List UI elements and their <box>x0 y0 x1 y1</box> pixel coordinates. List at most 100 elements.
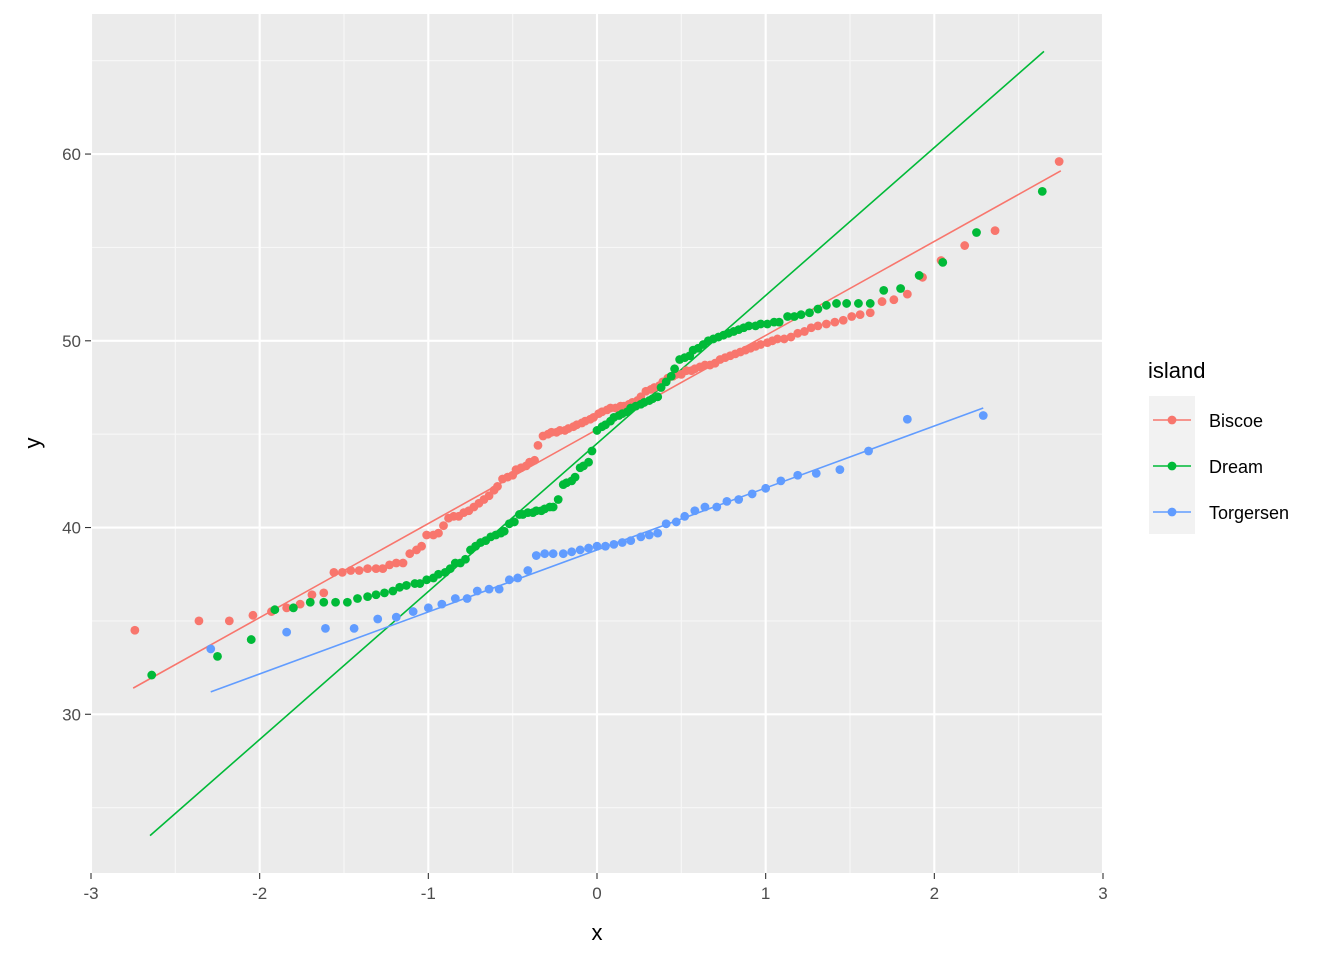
point-biscoe <box>960 241 970 250</box>
point-dream <box>842 299 852 308</box>
point-dream <box>548 502 558 512</box>
point-torgersen <box>584 543 593 553</box>
point-dream <box>879 285 889 295</box>
legend-label-torgersen: Torgersen <box>1209 503 1289 523</box>
point-biscoe <box>329 567 339 577</box>
x-tick-label: -1 <box>421 884 436 903</box>
x-tick-label: -3 <box>83 884 98 903</box>
point-torgersen <box>484 584 494 594</box>
point-torgersen <box>690 506 700 516</box>
point-dream <box>499 526 509 536</box>
point-dream <box>388 586 398 596</box>
point-dream <box>402 581 411 590</box>
point-dream <box>319 597 329 607</box>
x-tick-label: 1 <box>761 884 770 903</box>
x-axis-ticks: -3 -2 -1 0 1 2 3 <box>83 873 1108 903</box>
point-torgersen <box>206 644 216 654</box>
point-torgersen <box>423 603 433 613</box>
point-torgersen <box>626 536 636 546</box>
point-torgersen <box>558 549 568 559</box>
point-dream <box>656 383 666 392</box>
point-torgersen <box>747 489 757 499</box>
point-dream <box>796 310 806 320</box>
point-biscoe <box>865 308 875 318</box>
point-dream <box>395 582 405 592</box>
point-torgersen <box>835 465 845 475</box>
point-biscoe <box>354 566 364 575</box>
point-torgersen <box>601 541 610 551</box>
point-torgersen <box>494 584 504 594</box>
point-torgersen <box>761 483 771 493</box>
point-biscoe <box>1054 157 1064 166</box>
point-biscoe <box>363 564 373 574</box>
point-biscoe <box>130 625 140 635</box>
legend-title: island <box>1148 358 1205 383</box>
y-axis-ticks: 30 40 50 60 <box>62 145 91 724</box>
point-torgersen <box>978 411 988 420</box>
point-torgersen <box>540 549 550 559</box>
point-biscoe <box>371 564 381 574</box>
point-dream <box>813 304 823 314</box>
point-biscoe <box>838 315 848 325</box>
point-dream <box>415 579 425 588</box>
point-biscoe <box>422 530 432 540</box>
point-dream <box>353 594 362 603</box>
point-dream <box>744 321 754 331</box>
y-tick-label: 50 <box>62 332 81 351</box>
point-dream <box>1037 187 1047 196</box>
point-dream <box>331 597 340 607</box>
point-biscoe <box>493 482 502 491</box>
point-biscoe <box>756 340 766 349</box>
point-dream <box>653 392 663 402</box>
point-torgersen <box>437 599 447 609</box>
point-dream <box>666 371 676 381</box>
point-torgersen <box>391 612 401 622</box>
point-biscoe <box>434 528 443 538</box>
point-torgersen <box>644 530 654 540</box>
point-biscoe <box>990 226 1000 236</box>
point-dream <box>553 495 563 504</box>
point-dream <box>246 635 256 644</box>
legend-label-biscoe: Biscoe <box>1209 411 1263 431</box>
point-torgersen <box>321 623 330 633</box>
point-dream <box>789 312 799 321</box>
point-biscoe <box>319 588 329 598</box>
point-torgersen <box>722 496 732 506</box>
point-torgersen <box>567 547 577 557</box>
point-dream <box>584 457 593 467</box>
point-biscoe <box>847 312 857 321</box>
point-dream <box>270 605 280 615</box>
point-biscoe <box>248 610 258 620</box>
point-biscoe <box>813 321 823 331</box>
point-biscoe <box>484 491 494 501</box>
point-biscoe <box>385 560 394 570</box>
point-dream <box>371 590 381 600</box>
point-dream <box>422 575 432 585</box>
point-dream <box>756 319 766 329</box>
point-biscoe <box>417 541 426 551</box>
point-dream <box>896 284 905 293</box>
point-biscoe <box>337 567 347 577</box>
point-biscoe <box>346 566 356 575</box>
point-biscoe <box>282 603 292 613</box>
legend-key-point-torgersen <box>1167 507 1177 517</box>
reference-line-dream <box>149 50 1045 837</box>
point-biscoe <box>806 323 816 333</box>
y-tick-label: 40 <box>62 519 81 538</box>
point-torgersen <box>592 541 602 551</box>
point-dream <box>509 517 519 527</box>
point-torgersen <box>531 551 541 560</box>
point-biscoe <box>786 332 796 342</box>
point-torgersen <box>504 575 514 585</box>
point-torgersen <box>408 607 418 616</box>
point-torgersen <box>793 470 803 480</box>
point-dream <box>147 670 157 680</box>
point-dream <box>821 300 831 310</box>
point-dream <box>445 564 455 574</box>
point-torgersen <box>472 586 482 596</box>
point-torgersen <box>671 517 681 527</box>
x-tick-label: 3 <box>1098 884 1107 903</box>
point-torgersen <box>513 573 523 583</box>
x-tick-label: -2 <box>252 884 267 903</box>
